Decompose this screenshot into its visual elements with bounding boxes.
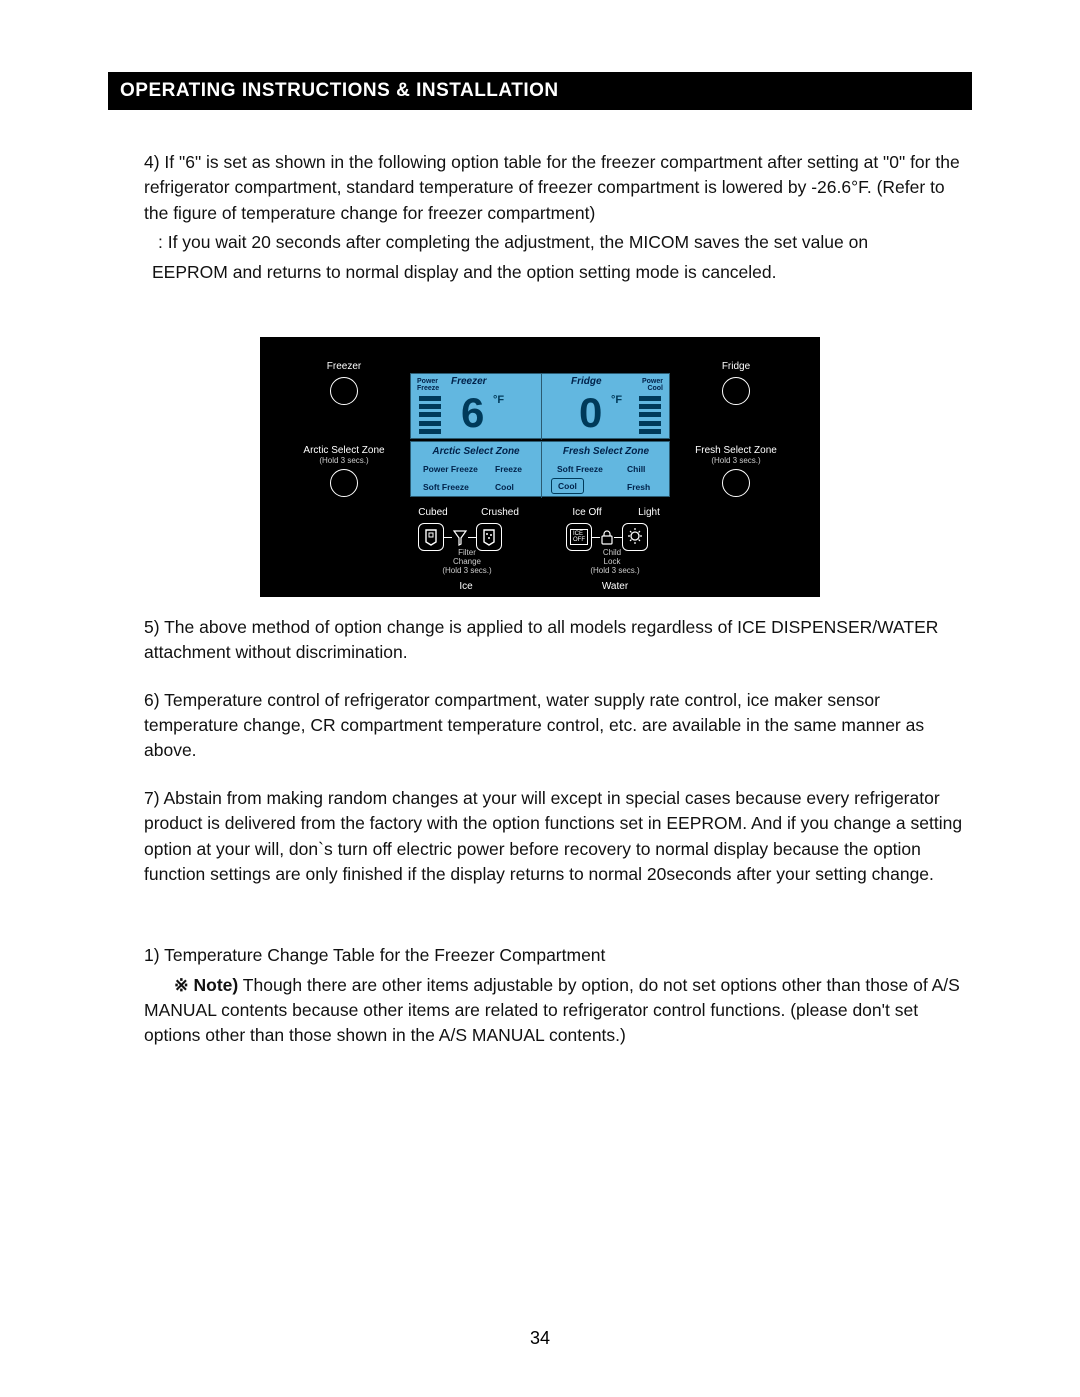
hold3-lock: (Hold 3 secs.) — [582, 567, 648, 576]
cubed-icon[interactable] — [418, 523, 444, 551]
light-label: Light — [624, 507, 674, 518]
hold3-filter: (Hold 3 secs.) — [434, 567, 500, 576]
freezer-level-bars — [419, 396, 441, 434]
section-header: OPERATING INSTRUCTIONS & INSTALLATION — [108, 72, 972, 110]
opt-freeze: Freeze — [489, 462, 528, 476]
paragraph-4: 4) If "6" is set as shown in the followi… — [144, 150, 972, 226]
opt-cool-l: Cool — [489, 480, 520, 494]
lcd-fridge-title: Fridge — [571, 376, 602, 387]
fresh-zone-button[interactable] — [722, 469, 750, 497]
body-text-block-top: 4) If "6" is set as shown in the followi… — [144, 150, 972, 285]
lcd-main: Power Freeze Freezer 6 °F Fridge Power C… — [410, 373, 670, 439]
paragraph-7: 7) Abstain from making random changes at… — [144, 786, 972, 888]
opt-power-freeze: Power Freeze — [417, 462, 484, 476]
opt-fresh: Fresh — [621, 480, 656, 494]
control-panel-figure: Freezer Arctic Select Zone (Hold 3 secs.… — [260, 337, 820, 597]
arctic-zone-button[interactable] — [330, 469, 358, 497]
lock-icon — [600, 529, 614, 545]
page-number: 34 — [0, 1328, 1080, 1349]
ice-off-icon[interactable]: ICE OFF — [566, 523, 592, 551]
opt-soft-freeze-r: Soft Freeze — [551, 462, 609, 476]
freezer-unit: °F — [493, 394, 504, 406]
body-text-block-bottom: 5) The above method of option change is … — [144, 615, 972, 1049]
note-line: ※ Note) Though there are other items adj… — [144, 973, 972, 1049]
cubed-label: Cubed — [408, 507, 458, 518]
opt-soft-freeze: Soft Freeze — [417, 480, 475, 494]
paragraph-5: 5) The above method of option change is … — [144, 615, 972, 666]
iceoff-label: Ice Off — [562, 507, 612, 518]
filter-change-label: Filter Change — [440, 549, 494, 567]
note-label: ※ Note) — [174, 975, 238, 995]
fridge-level-bars — [639, 396, 661, 434]
hold3-right: (Hold 3 secs.) — [700, 457, 772, 466]
filter-icon — [452, 529, 468, 547]
note-body: Though there are other items adjustable … — [144, 975, 960, 1046]
child-lock-label: Child Lock — [590, 549, 634, 567]
fresh-zone-btn-label: Fresh Select Zone — [686, 445, 786, 456]
fridge-unit: °F — [611, 394, 622, 406]
crushed-icon[interactable] — [476, 523, 502, 551]
sub-1-heading: 1) Temperature Change Table for the Free… — [144, 943, 972, 968]
crushed-label: Crushed — [472, 507, 528, 518]
paragraph-4-cont2: EEPROM and returns to normal display and… — [152, 260, 972, 285]
water-label: Water — [590, 581, 640, 592]
opt-cool-selected: Cool — [551, 478, 584, 494]
arctic-zone-btn-label: Arctic Select Zone — [294, 445, 394, 456]
freezer-label: Freezer — [314, 361, 374, 372]
light-icon[interactable] — [622, 523, 648, 551]
opt-chill: Chill — [621, 462, 651, 476]
power-freeze-tag: Power Freeze — [417, 378, 439, 392]
freezer-button[interactable] — [330, 377, 358, 405]
fresh-zone-header: Fresh Select Zone — [541, 446, 671, 457]
fridge-button[interactable] — [722, 377, 750, 405]
arctic-zone-header: Arctic Select Zone — [411, 446, 541, 457]
fridge-temp-value: 0 — [579, 392, 602, 434]
ice-off-box: ICE OFF — [570, 529, 588, 545]
ice-label: Ice — [446, 581, 486, 592]
lcd-zones: Arctic Select Zone Fresh Select Zone Pow… — [410, 441, 670, 497]
fridge-label: Fridge — [706, 361, 766, 372]
freezer-temp-value: 6 — [461, 392, 484, 434]
hold3-left: (Hold 3 secs.) — [308, 457, 380, 466]
power-cool-tag: Power Cool — [642, 378, 663, 392]
paragraph-6: 6) Temperature control of refrigerator c… — [144, 688, 972, 764]
paragraph-4-cont1: : If you wait 20 seconds after completin… — [158, 230, 972, 255]
lcd-freezer-title: Freezer — [451, 376, 487, 387]
